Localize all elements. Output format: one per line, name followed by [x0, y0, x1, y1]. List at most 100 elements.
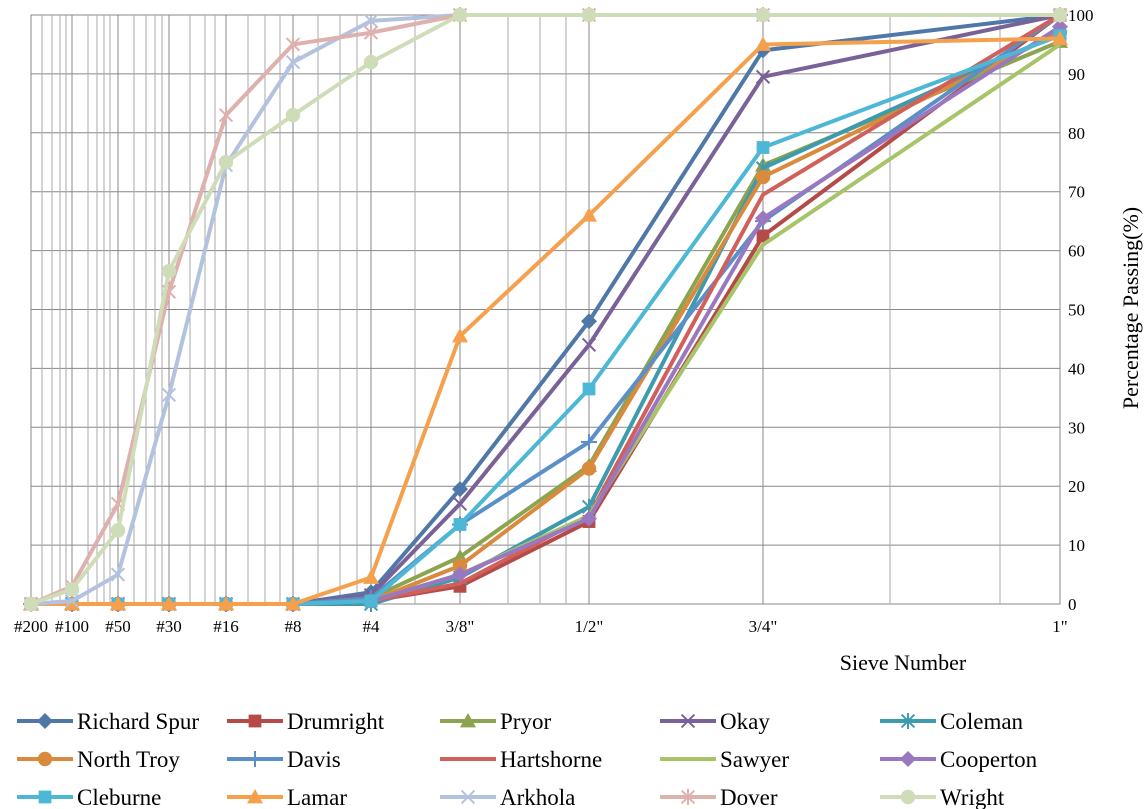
y-tick-label: 30: [1068, 418, 1085, 437]
y-tick-label: 90: [1068, 65, 1085, 84]
data-point: [452, 566, 468, 583]
series-group: [24, 29, 1067, 611]
y-tick-label: 10: [1068, 536, 1085, 555]
series-group: [23, 30, 1068, 611]
data-point: [110, 523, 126, 538]
data-point: [453, 518, 467, 531]
legend-label: Cooperton: [940, 747, 1038, 772]
y-tick-label: 60: [1068, 242, 1085, 261]
legend-label: Dover: [720, 785, 778, 809]
series-group: [23, 7, 1068, 612]
legend-item: Okay: [660, 709, 770, 734]
data-point: [110, 567, 126, 582]
y-tick-label: 40: [1068, 359, 1085, 378]
data-point: [460, 713, 476, 728]
y-tick-label: 50: [1068, 301, 1085, 320]
data-point: [452, 7, 468, 23]
data-point: [247, 789, 263, 804]
legend-item: Pryor: [440, 709, 551, 734]
x-tick-label: 3/8": [446, 617, 475, 636]
y-tick-label: 70: [1068, 183, 1085, 202]
legend-item: Dover: [660, 785, 778, 809]
legend-label: Cleburne: [77, 785, 161, 809]
data-point: [680, 789, 696, 805]
x-tick-label: 3/4": [749, 617, 778, 636]
legend-item: Wright: [880, 785, 1005, 809]
legend-item: Arkhola: [440, 785, 575, 809]
data-point: [460, 789, 476, 805]
legend-label: Richard Spur: [77, 709, 199, 734]
legend-item: Richard Spur: [17, 709, 199, 734]
data-point: [581, 207, 597, 222]
data-point: [755, 69, 771, 84]
data-point: [110, 596, 126, 611]
legend: Richard Spur Drumright Pryor Okay Coleman Nor…: [17, 709, 1038, 809]
legend-item: Cleburne: [17, 785, 161, 809]
y-tick-label: 20: [1068, 477, 1085, 496]
data-point: [285, 596, 301, 611]
series-line: [31, 30, 1061, 606]
data-point: [900, 713, 916, 729]
x-tick-label: #8: [285, 617, 302, 636]
data-point: [64, 593, 80, 609]
legend-item: Hartshorne: [440, 747, 602, 772]
x-tick-label: 1/2": [575, 617, 604, 636]
x-tick-label: #50: [105, 617, 131, 636]
data-point: [900, 789, 916, 805]
legend-label: Wright: [940, 785, 1005, 809]
data-point: [37, 713, 53, 729]
data-point: [218, 596, 234, 611]
data-point: [582, 382, 596, 396]
data-point: [23, 596, 39, 612]
data-point: [64, 582, 80, 597]
data-point: [248, 714, 262, 728]
x-tick-label: 1": [1052, 617, 1067, 636]
data-point: [1052, 7, 1068, 23]
y-tick-label: 100: [1068, 6, 1094, 25]
y-axis-title: Percentage Passing(%): [1118, 207, 1143, 409]
legend-label: Arkhola: [500, 785, 575, 809]
data-point: [756, 229, 770, 243]
data-point: [452, 481, 468, 498]
legend-label: Davis: [287, 747, 341, 772]
legend-label: Lamar: [287, 785, 347, 809]
legend-item: Davis: [227, 747, 341, 772]
data-point: [38, 790, 52, 804]
data-point: [363, 24, 379, 41]
legend-label: Hartshorne: [500, 747, 602, 772]
data-point: [161, 264, 177, 279]
series-group: [23, 18, 1068, 612]
data-point: [247, 751, 263, 767]
data-point: [452, 328, 468, 343]
data-point: [1052, 30, 1068, 45]
data-point: [755, 7, 771, 23]
data-point: [363, 569, 379, 584]
data-point: [218, 107, 234, 124]
data-point: [64, 596, 80, 611]
legend-label: Pryor: [500, 709, 551, 734]
data-point: [900, 751, 916, 767]
series-line: [31, 30, 1061, 606]
data-point: [161, 387, 177, 403]
data-point: [756, 141, 770, 154]
data-point: [364, 594, 378, 608]
data-point: [755, 36, 771, 51]
data-point: [363, 13, 379, 28]
data-point: [285, 107, 301, 123]
series-group: [23, 25, 1068, 612]
y-tick-label: 80: [1068, 124, 1085, 143]
x-tick-label: #4: [363, 617, 381, 636]
data-point: [755, 210, 771, 227]
series-line: [31, 25, 1062, 606]
x-tick-label: #16: [213, 617, 239, 636]
x-tick-label: #200: [14, 617, 48, 636]
legend-label: Okay: [720, 709, 770, 734]
data-point: [755, 169, 771, 185]
x-tick-label: #30: [156, 617, 182, 636]
legend-label: North Troy: [77, 747, 180, 772]
data-point: [581, 434, 597, 451]
data-point: [581, 461, 597, 476]
data-point: [452, 548, 468, 564]
data-point: [581, 7, 597, 23]
